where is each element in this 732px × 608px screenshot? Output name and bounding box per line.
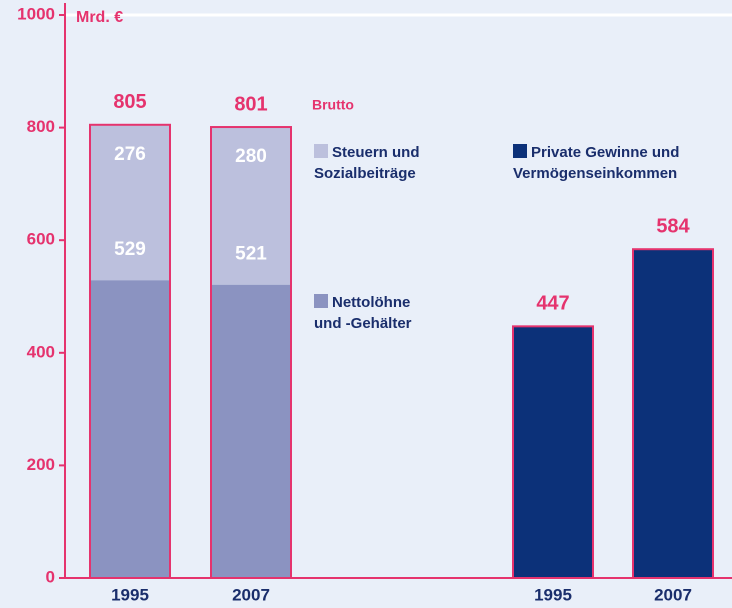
bar-segment [90, 280, 170, 578]
legend-swatch [513, 144, 527, 158]
y-axis-label: Mrd. € [76, 9, 123, 26]
legend-label: Private Gewinne und Vermögenseinkommen [513, 144, 680, 182]
x-tick-label: 2007 [654, 585, 692, 604]
value-label: 529 [114, 239, 146, 260]
y-tick-label: 800 [27, 117, 55, 136]
legend-swatch [314, 294, 328, 308]
x-tick-label: 1995 [534, 585, 572, 604]
y-tick-label: 1000 [17, 4, 55, 23]
totals-name: Brutto [312, 97, 354, 113]
bar-segment [513, 326, 593, 578]
legend-item: Nettolöhne und -Gehälter [314, 292, 426, 334]
bar-outline [89, 123, 171, 579]
y-tick-label: 0 [46, 567, 55, 586]
legend-swatch [314, 144, 328, 158]
value-label: 447 [536, 293, 569, 315]
bar-segment [211, 284, 291, 578]
bar-outline [512, 325, 594, 579]
bar-segment [90, 124, 170, 281]
y-tick-label: 200 [27, 455, 55, 474]
y-tick-label: 400 [27, 342, 55, 361]
total-label: 801 [234, 93, 267, 115]
legend-item: Private Gewinne und Vermögenseinkommen [513, 142, 688, 184]
x-tick-label: 2007 [232, 585, 270, 604]
y-tick-label: 600 [27, 230, 55, 249]
value-label: 584 [656, 215, 690, 237]
bar-segment [211, 127, 291, 285]
bar-segment [633, 249, 713, 578]
bar-outline [210, 126, 292, 580]
legend-item: Steuern und Sozialbeiträge [314, 142, 434, 184]
bar-outline [632, 248, 714, 579]
legend-label: Nettolöhne und -Gehälter [314, 294, 412, 332]
value-label: 280 [235, 146, 267, 167]
value-label: 521 [235, 244, 267, 265]
value-label: 276 [114, 144, 146, 165]
total-label: 805 [113, 91, 146, 113]
legend-label: Steuern und Sozialbeiträge [314, 144, 420, 182]
x-tick-label: 1995 [111, 585, 149, 604]
